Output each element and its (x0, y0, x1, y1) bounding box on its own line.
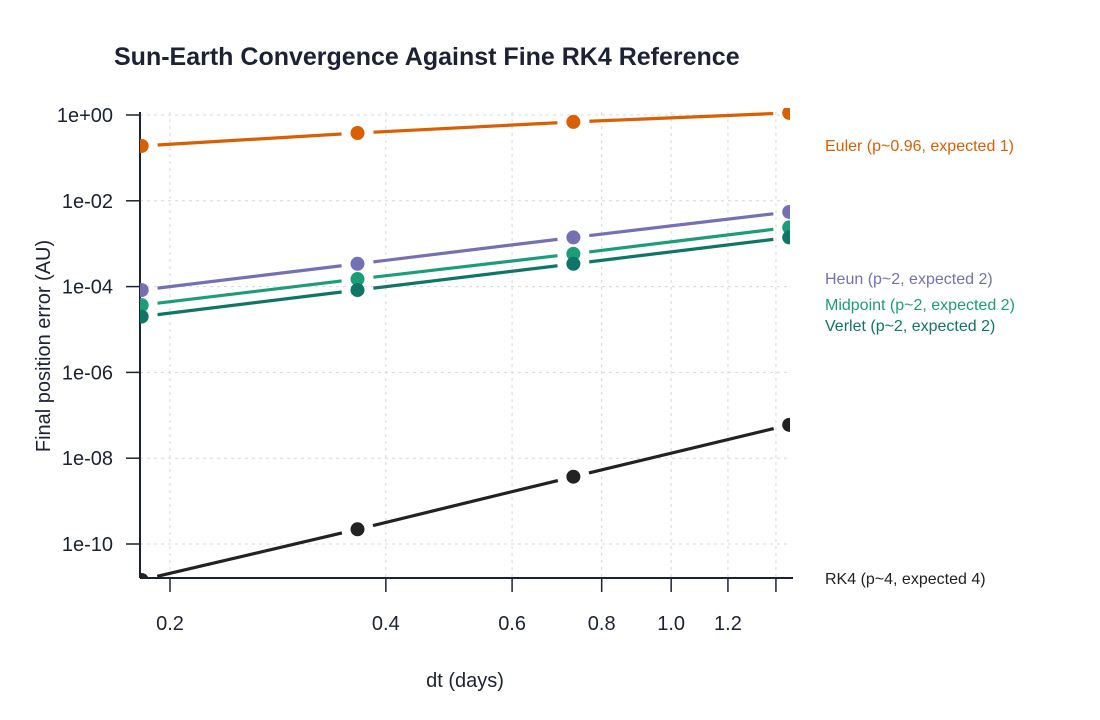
data-point (566, 114, 581, 129)
legend-label-euler: Euler (p~0.96, expected 1) (825, 138, 1014, 155)
series-line-segment (156, 531, 343, 578)
data-point (140, 309, 149, 324)
series-rk4 (140, 417, 790, 578)
y-tick-label: 1e-04 (62, 277, 113, 299)
data-point (140, 572, 149, 578)
series-midpoint (140, 220, 790, 313)
data-point (566, 256, 581, 271)
x-tick-label: 1.2 (714, 613, 742, 635)
y-tick-label: 1e+00 (57, 105, 113, 127)
x-axis-label: dt (days) (426, 670, 504, 692)
y-tick-label: 1e-06 (62, 362, 113, 384)
axes: 1e+00 1e-02 1e-04 1e-06 1e-08 1e-10 0.2 0.4 0.6 0… (57, 105, 793, 635)
data-point (140, 283, 149, 298)
series-line-segment (157, 264, 342, 290)
series-euler (140, 108, 790, 153)
series-line-segment (372, 478, 559, 528)
series-heun (140, 204, 790, 298)
series-line-segment (373, 121, 558, 134)
data-point (140, 298, 149, 313)
data-point (782, 417, 790, 432)
y-tick-label: 1e-02 (62, 191, 113, 213)
data-point (350, 522, 365, 537)
data-point (350, 272, 365, 287)
series-line-segment (373, 237, 558, 264)
series-line-segment (157, 132, 342, 147)
legend-label-heun: Heun (p~2, expected 2) (825, 271, 993, 288)
data-point (350, 126, 365, 141)
series-line-segment (157, 290, 342, 317)
legend-label-midpoint: Midpoint (p~2, expected 2) (825, 297, 1015, 314)
data-point (782, 230, 790, 245)
data-point (566, 469, 581, 484)
grid (140, 112, 790, 578)
data-point (350, 256, 365, 271)
series-line-segment (589, 212, 774, 238)
y-tick-label: 1e-08 (62, 448, 113, 470)
y-axis-label: Final position error (AU) (33, 240, 55, 452)
y-tick-label: 1e-10 (62, 534, 113, 556)
data-point (782, 108, 790, 120)
legend-label-verlet: Verlet (p~2, expected 2) (825, 318, 995, 335)
data-point (350, 283, 365, 298)
data-point (782, 204, 790, 219)
legend: Euler (p~0.96, expected 1) Heun (p~2, exp… (825, 138, 1015, 588)
series-line-segment (157, 279, 342, 305)
series-line-segment (589, 227, 774, 254)
legend-label-rk4: RK4 (p~4, expected 4) (825, 571, 986, 588)
data-point (566, 230, 581, 245)
x-tick-label: 0.6 (498, 613, 526, 635)
series-layer (140, 108, 790, 578)
chart-title: Sun-Earth Convergence Against Fine RK4 R… (114, 43, 740, 71)
data-point (140, 138, 149, 153)
series-line-segment (373, 254, 558, 279)
x-tick-label: 1.0 (657, 613, 685, 635)
series-line-segment (588, 427, 775, 475)
x-tick-label: 0.2 (156, 613, 184, 635)
x-tick-label: 0.8 (588, 613, 616, 635)
series-line-segment (589, 111, 774, 123)
series-line-segment (589, 237, 774, 264)
series-line-segment (373, 264, 558, 290)
x-tick-label: 0.4 (372, 613, 400, 635)
data-point (566, 246, 581, 261)
series-verlet (140, 230, 790, 324)
